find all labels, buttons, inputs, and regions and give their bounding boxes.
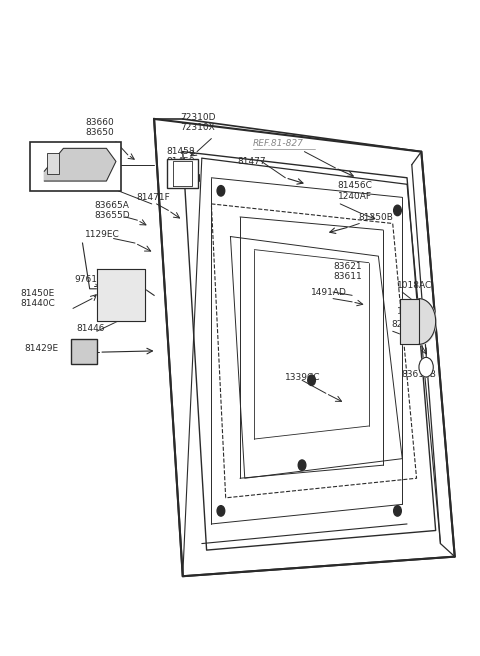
Text: 1018AC: 1018AC <box>396 307 432 316</box>
Text: 1339CC: 1339CC <box>285 373 321 382</box>
Text: REF.81-827: REF.81-827 <box>253 139 304 148</box>
FancyBboxPatch shape <box>71 339 97 364</box>
Text: 82619B: 82619B <box>392 320 427 329</box>
FancyBboxPatch shape <box>47 153 59 174</box>
Text: 81477: 81477 <box>238 157 266 166</box>
Circle shape <box>217 186 225 196</box>
Circle shape <box>419 358 433 377</box>
Text: 97618B: 97618B <box>74 275 109 283</box>
Circle shape <box>217 506 225 516</box>
Text: 83670C
83680F: 83670C 83680F <box>37 144 72 163</box>
Text: 1491AD: 1491AD <box>311 287 347 297</box>
Text: 81429E: 81429E <box>24 344 59 353</box>
Text: 81471F: 81471F <box>136 193 170 202</box>
Polygon shape <box>400 298 419 344</box>
Circle shape <box>419 324 424 332</box>
FancyBboxPatch shape <box>30 142 120 191</box>
Text: 72310D
72310X: 72310D 72310X <box>180 113 216 132</box>
Circle shape <box>394 506 401 516</box>
Text: 81456C
1240AF: 81456C 1240AF <box>338 181 372 201</box>
Text: 81350B: 81350B <box>359 213 393 222</box>
Text: 81446: 81446 <box>77 323 105 333</box>
FancyBboxPatch shape <box>168 159 199 188</box>
Text: 1129EC: 1129EC <box>85 230 120 239</box>
Polygon shape <box>97 269 144 321</box>
Circle shape <box>298 460 306 470</box>
Text: 83665A
83655D: 83665A 83655D <box>95 201 130 220</box>
Circle shape <box>394 205 401 216</box>
Text: 81458
81459: 81458 81459 <box>166 146 195 166</box>
Circle shape <box>308 375 315 386</box>
Text: 81450E
81440C: 81450E 81440C <box>21 289 55 308</box>
Text: 83610B: 83610B <box>401 370 436 379</box>
Text: 83660
83650: 83660 83650 <box>86 118 115 137</box>
Text: 83621
83611: 83621 83611 <box>333 262 362 281</box>
Text: 1018AC: 1018AC <box>396 281 432 290</box>
Polygon shape <box>44 148 116 181</box>
